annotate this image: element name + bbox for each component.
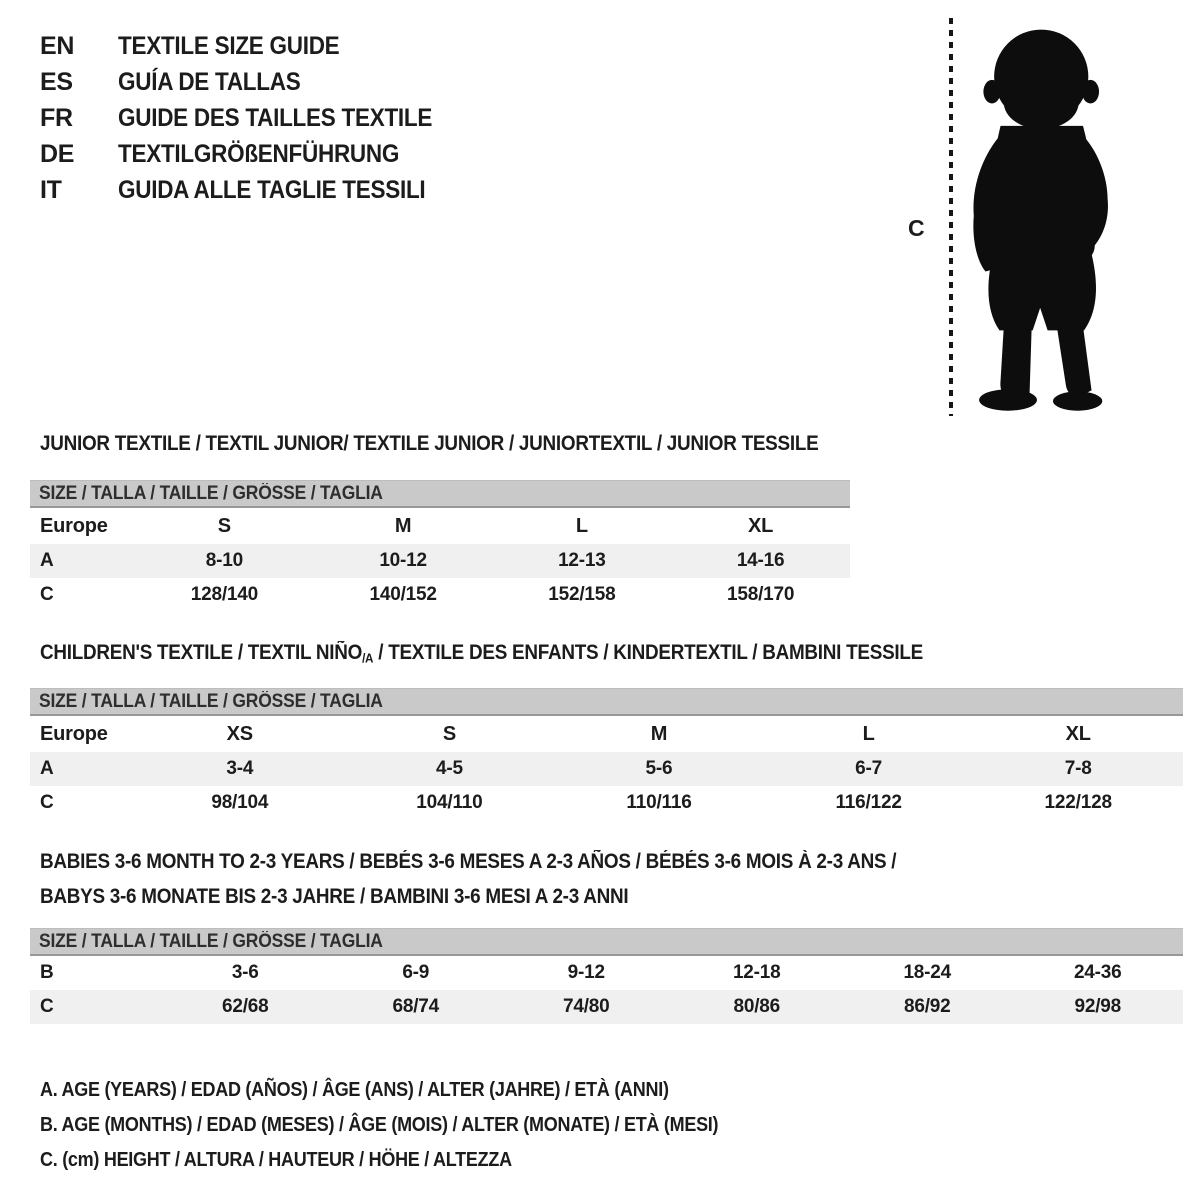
row-label: B — [40, 962, 54, 983]
column-header-size: M — [650, 722, 668, 745]
value-cell: 3-4 — [226, 758, 254, 779]
value-cell: 14-16 — [736, 550, 785, 571]
value-cell: 10-12 — [379, 550, 427, 571]
language-row-de: DE TEXTILGRÖßENFÜHRUNG — [40, 136, 467, 172]
legend: A. AGE (YEARS) / EDAD (AÑOS) / ÂGE (ANS)… — [40, 1073, 794, 1178]
value-cell: 6-9 — [402, 962, 430, 983]
size-header-bar: SIZE / TALLA / TAILLE / GRÖSSE / TAGLIA — [30, 688, 1183, 716]
value-cell: 3-6 — [231, 962, 259, 983]
column-header-size: XL — [1065, 722, 1091, 745]
value-cell: 116/122 — [835, 792, 902, 813]
value-cell: 92/98 — [1074, 996, 1122, 1017]
column-header-size: S — [442, 722, 456, 745]
value-cell: 12-13 — [558, 550, 606, 571]
language-row-fr: FR GUIDE DES TAILLES TEXTILE — [40, 100, 467, 136]
table-row-age: A 8-10 10-12 12-13 14-16 — [30, 544, 850, 578]
language-row-it: IT GUIDA ALLE TAGLIE TESSILI — [40, 172, 467, 208]
column-header-region: Europe — [40, 722, 108, 745]
column-header-size: M — [394, 514, 412, 537]
children-size-table: SIZE / TALLA / TAILLE / GRÖSSE / TAGLIA … — [30, 688, 1183, 820]
table-row-height: C 62/68 68/74 74/80 80/86 86/92 92/98 — [30, 990, 1183, 1024]
column-header-size: S — [217, 514, 231, 537]
value-cell: 6-7 — [855, 758, 883, 779]
junior-size-table: SIZE / TALLA / TAILLE / GRÖSSE / TAGLIA … — [30, 480, 850, 612]
value-cell: 7-8 — [1064, 758, 1092, 779]
language-row-es: ES GUÍA DE TALLAS — [40, 64, 467, 100]
height-measure-dashed-line — [949, 18, 953, 416]
column-header-size: XS — [226, 722, 253, 745]
value-cell: 68/74 — [392, 996, 440, 1017]
legend-line-b: B. AGE (MONTHS) / EDAD (MESES) / ÂGE (MO… — [40, 1114, 719, 1136]
value-cell: 80/86 — [733, 996, 781, 1017]
section-title-children-part2: / TEXTILE DES ENFANTS / KINDERTEXTIL / B… — [373, 641, 924, 664]
language-code: ES — [40, 68, 73, 96]
value-cell: 152/158 — [548, 584, 616, 605]
language-title-list: EN TEXTILE SIZE GUIDE ES GUÍA DE TALLAS … — [40, 28, 467, 208]
legend-line-a: A. AGE (YEARS) / EDAD (AÑOS) / ÂGE (ANS)… — [40, 1079, 669, 1101]
toddler-silhouette-icon — [973, 29, 1108, 411]
size-header-text: SIZE / TALLA / TAILLE / GRÖSSE / TAGLIA — [39, 930, 383, 952]
guide-title-es: GUÍA DE TALLAS — [118, 68, 301, 96]
section-title-children: CHILDREN'S TEXTILE / TEXTIL NIÑO/A / TEX… — [40, 640, 923, 672]
value-cell: 98/104 — [211, 792, 269, 813]
size-header-bar: SIZE / TALLA / TAILLE / GRÖSSE / TAGLIA — [30, 480, 850, 508]
value-cell: 5-6 — [645, 758, 673, 779]
language-code: EN — [40, 32, 75, 60]
row-label: A — [40, 550, 54, 571]
table-row-height: C 98/104 104/110 110/116 116/122 122/128 — [30, 786, 1183, 820]
guide-title-fr: GUIDE DES TAILLES TEXTILE — [118, 104, 433, 132]
guide-title-de: TEXTILGRÖßENFÜHRUNG — [118, 140, 400, 168]
value-cell: 86/92 — [903, 996, 951, 1017]
value-cell: 128/140 — [190, 584, 259, 605]
language-row-en: EN TEXTILE SIZE GUIDE — [40, 28, 467, 64]
value-cell: 9-12 — [567, 962, 605, 983]
value-cell: 62/68 — [221, 996, 269, 1017]
guide-title-it: GUIDA ALLE TAGLIE TESSILI — [118, 176, 426, 204]
language-code: FR — [40, 104, 73, 132]
value-cell: 110/116 — [626, 792, 692, 813]
table-row-age: A 3-4 4-5 5-6 6-7 7-8 — [30, 752, 1183, 786]
column-header-size: L — [862, 722, 875, 745]
babies-size-table: SIZE / TALLA / TAILLE / GRÖSSE / TAGLIA … — [30, 928, 1183, 1024]
section-title-children-subscript: /A — [362, 650, 374, 666]
section-title-junior: JUNIOR TEXTILE / TEXTIL JUNIOR/ TEXTILE … — [40, 432, 819, 455]
table-row-columns: Europe XS S M L XL — [30, 716, 1183, 752]
value-cell: 4-5 — [435, 758, 463, 779]
table-row-columns: Europe S M L XL — [30, 508, 850, 544]
row-label: C — [40, 996, 54, 1017]
table-row-age-months: B 3-6 6-9 9-12 12-18 18-24 24-36 — [30, 956, 1183, 990]
size-header-bar: SIZE / TALLA / TAILLE / GRÖSSE / TAGLIA — [30, 928, 1183, 956]
section-title-babies-line1: BABIES 3-6 MONTH TO 2-3 YEARS / BEBÉS 3-… — [40, 850, 897, 873]
value-cell: 12-18 — [732, 962, 781, 983]
section-title-children-part1: CHILDREN'S TEXTILE / TEXTIL NIÑO — [40, 641, 363, 664]
row-label: C — [40, 792, 54, 813]
size-header-text: SIZE / TALLA / TAILLE / GRÖSSE / TAGLIA — [39, 690, 383, 712]
legend-line-c: C. (cm) HEIGHT / ALTURA / HAUTEUR / HÖHE… — [40, 1149, 512, 1171]
row-label: A — [40, 758, 54, 779]
row-label: C — [40, 584, 54, 605]
column-header-region: Europe — [40, 514, 108, 537]
guide-title-en: TEXTILE SIZE GUIDE — [118, 32, 340, 60]
value-cell: 122/128 — [1044, 792, 1112, 813]
table-row-height: C 128/140 140/152 152/158 158/170 — [30, 578, 850, 612]
value-cell: 104/110 — [416, 792, 483, 813]
section-title-babies-line2: BABYS 3-6 MONATE BIS 2-3 JAHRE / BAMBINI… — [40, 885, 629, 908]
language-code: DE — [40, 140, 75, 168]
column-header-size: XL — [748, 514, 774, 537]
language-code: IT — [40, 176, 62, 204]
size-header-text: SIZE / TALLA / TAILLE / GRÖSSE / TAGLIA — [39, 482, 383, 504]
column-header-size: L — [575, 514, 588, 537]
value-cell: 140/152 — [369, 584, 437, 605]
value-cell: 8-10 — [205, 550, 243, 571]
height-measure-label: C — [908, 215, 925, 241]
value-cell: 24-36 — [1073, 962, 1122, 983]
value-cell: 74/80 — [562, 996, 610, 1017]
value-cell: 18-24 — [903, 962, 952, 983]
value-cell: 158/170 — [726, 584, 795, 605]
